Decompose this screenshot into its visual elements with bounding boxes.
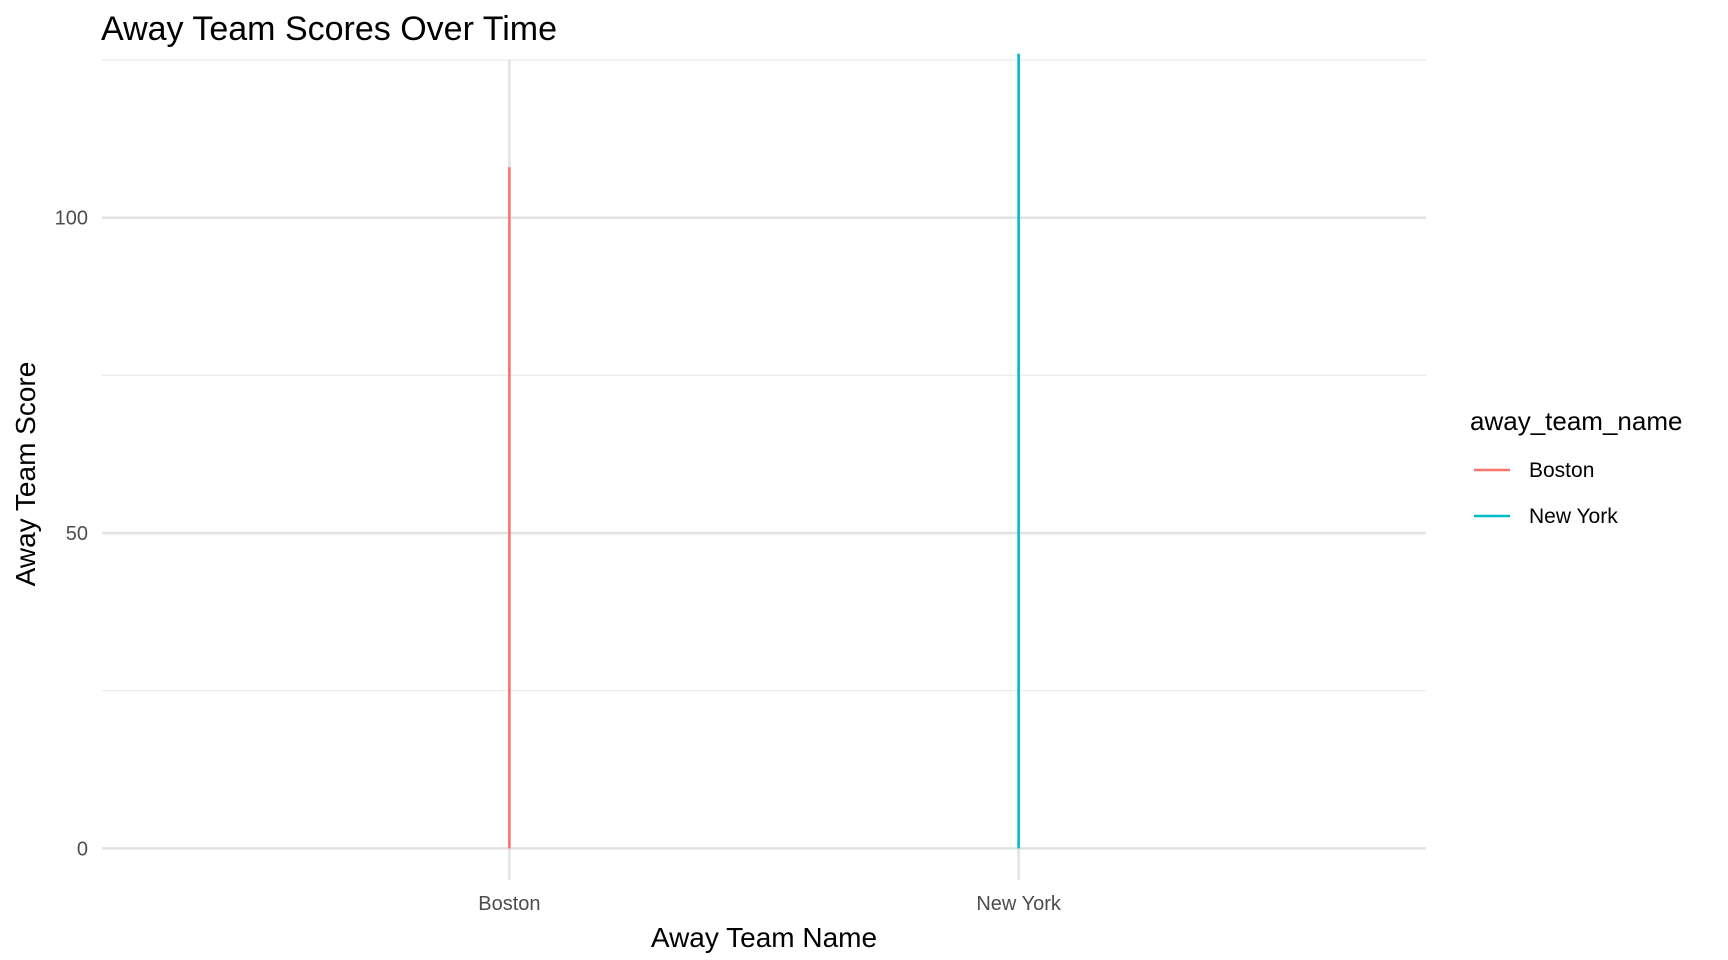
y-tick-label: 100 — [55, 208, 88, 230]
y-axis-title: Away Team Score — [10, 362, 41, 587]
y-tick-label: 0 — [77, 838, 88, 860]
legend-title: away_team_name — [1470, 406, 1682, 436]
grid — [102, 59, 1426, 880]
tick-labels: 0 50 100 Boston New York — [55, 208, 1062, 915]
legend: away_team_name Boston New York — [1470, 406, 1682, 528]
x-axis-title: Away Team Name — [651, 922, 877, 953]
x-tick-label: New York — [976, 893, 1061, 915]
chart-title: Away Team Scores Over Time — [101, 10, 557, 48]
legend-label: New York — [1529, 505, 1618, 528]
series-lines — [508, 53, 1020, 849]
x-tick-label: Boston — [478, 893, 540, 915]
legend-label: Boston — [1529, 459, 1594, 482]
y-tick-label: 50 — [66, 523, 88, 545]
